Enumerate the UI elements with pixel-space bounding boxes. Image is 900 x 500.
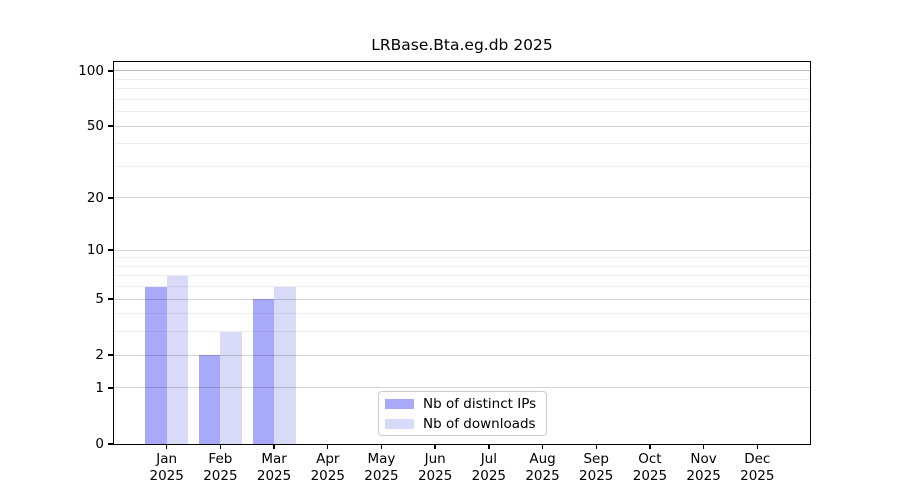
gridline-minor — [113, 88, 811, 90]
x-tick-label-sep: Sep 2025 — [579, 451, 614, 484]
gridline-minor — [113, 265, 811, 267]
x-tick-label-oct: Oct 2025 — [632, 451, 668, 484]
legend-item-distinct-ips: Nb of distinct IPs — [385, 396, 546, 412]
gridline-major — [113, 125, 811, 127]
y-tick-label: 2 — [95, 347, 104, 364]
x-tick-mark — [327, 444, 329, 449]
x-tick-label-mar: Mar 2025 — [256, 451, 292, 484]
x-tick-label-feb: Feb 2025 — [203, 451, 238, 484]
y-tick-mark — [108, 387, 113, 389]
x-tick-mark — [649, 444, 651, 449]
x-tick-mark — [273, 444, 275, 449]
x-tick-mark — [219, 444, 222, 449]
x-tick-mark — [434, 444, 436, 449]
x-tick-label-jan: Jan 2025 — [149, 451, 184, 484]
gridline-minor — [113, 257, 811, 259]
x-tick-mark — [380, 444, 383, 449]
y-tick-mark — [108, 443, 113, 445]
y-tick-mark — [108, 354, 113, 356]
bar-nb-of-distinct-ips-jan — [145, 286, 167, 444]
gridline-minor — [113, 275, 811, 277]
gridline-major — [113, 197, 811, 199]
gridline-major — [113, 70, 811, 72]
bar-nb-of-downloads-feb — [220, 331, 242, 444]
legend-swatch-distinct-ips — [385, 398, 414, 409]
x-tick-label-jul: Jul 2025 — [471, 451, 507, 484]
gridline-minor — [113, 78, 811, 80]
gridline-minor — [113, 286, 811, 288]
legend-item-downloads: Nb of downloads — [385, 416, 546, 432]
gridline-major — [113, 249, 811, 251]
bar-nb-of-downloads-mar — [274, 286, 296, 444]
gridline-minor — [113, 111, 811, 113]
gridline-major — [113, 387, 811, 389]
gridline-minor — [113, 143, 811, 145]
y-tick-label: 100 — [78, 62, 104, 79]
y-tick-label: 50 — [86, 118, 104, 135]
gridline-minor — [113, 98, 811, 100]
gridline-minor — [113, 165, 811, 167]
x-tick-label-jun: Jun 2025 — [417, 451, 453, 484]
bar-nb-of-downloads-jan — [166, 275, 189, 444]
y-tick-mark — [108, 125, 113, 127]
y-tick-mark — [108, 70, 113, 72]
gridline-major — [113, 298, 811, 300]
bar-nb-of-distinct-ips-feb — [198, 355, 221, 444]
legend-label-downloads: Nb of downloads — [423, 415, 536, 432]
gridline-major — [113, 354, 811, 356]
gridline-minor — [113, 331, 811, 333]
x-tick-label-aug: Aug 2025 — [525, 451, 560, 484]
y-tick-mark — [108, 298, 113, 300]
x-tick-label-apr: Apr 2025 — [310, 451, 345, 484]
x-tick-label-may: May 2025 — [364, 451, 399, 484]
x-tick-mark — [756, 444, 758, 449]
y-tick-label: 0 — [95, 436, 104, 452]
gridline-minor — [113, 313, 811, 315]
chart-title: LRBase.Bta.eg.db 2025 — [371, 36, 553, 54]
y-tick-mark — [108, 197, 113, 199]
x-tick-mark — [541, 444, 544, 449]
y-tick-label: 1 — [95, 379, 104, 396]
x-tick-mark — [702, 444, 705, 449]
legend-label-distinct-ips: Nb of distinct IPs — [423, 395, 537, 412]
x-tick-mark — [165, 444, 168, 449]
y-tick-label: 10 — [86, 242, 104, 259]
x-tick-label-nov: Nov 2025 — [686, 451, 721, 484]
legend: Nb of distinct IPs Nb of downloads — [378, 391, 547, 436]
x-tick-mark — [488, 444, 490, 449]
y-tick-label: 20 — [86, 189, 104, 206]
x-tick-mark — [595, 444, 597, 449]
y-tick-mark — [108, 249, 113, 251]
x-tick-label-dec: Dec 2025 — [740, 451, 775, 484]
legend-swatch-downloads — [385, 418, 414, 429]
y-tick-label: 5 — [95, 291, 104, 308]
bar-nb-of-distinct-ips-mar — [252, 299, 275, 444]
